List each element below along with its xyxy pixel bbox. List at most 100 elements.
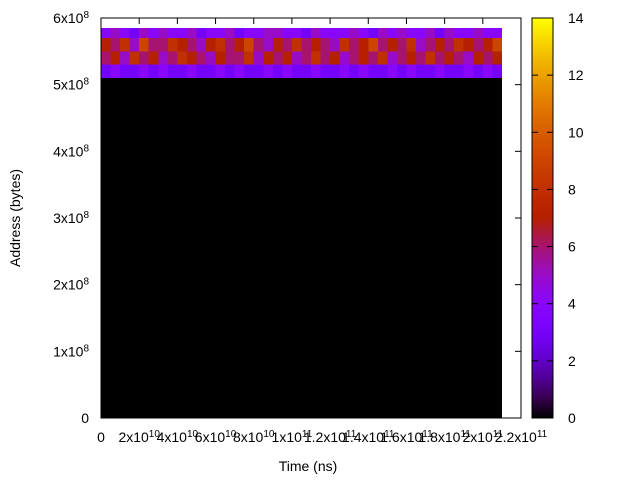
heatmap-cell	[349, 51, 360, 65]
tick-label: 2.2x1011	[495, 429, 548, 445]
heatmap-cell	[139, 78, 150, 418]
heatmap-cell	[282, 51, 293, 65]
tick-label-base: 2.2x10	[495, 429, 537, 445]
heatmap-cell	[148, 28, 159, 38]
heatmap-cell	[148, 51, 159, 65]
heatmap-cell	[120, 78, 130, 418]
heatmap-cell	[330, 51, 340, 65]
tick-label-base: 4x10	[157, 429, 188, 445]
heatmap-cell	[186, 51, 197, 65]
heatmap-cell	[139, 51, 150, 65]
heatmap-cell	[435, 78, 445, 418]
heatmap-cell	[215, 28, 226, 38]
tick-label: 14	[568, 10, 584, 26]
tick-label-exponent: 11	[422, 429, 433, 440]
heatmap-cell	[416, 64, 426, 78]
tick-label-base: 2x10	[462, 429, 493, 445]
heatmap-cell	[263, 78, 274, 418]
heatmap-cell	[368, 38, 379, 52]
heatmap-cell	[234, 64, 245, 78]
heatmap-cell	[311, 78, 321, 418]
heatmap-cell	[120, 64, 130, 78]
tick-label-base: 1x10	[272, 429, 303, 445]
heatmap-cell	[234, 28, 245, 38]
tick-label-exponent: 10	[225, 429, 237, 440]
heatmap-cell	[244, 38, 255, 52]
heatmap-cell	[406, 28, 417, 38]
heatmap-cell	[358, 28, 369, 38]
heatmap-cell	[377, 38, 388, 52]
heatmap-cell	[387, 28, 398, 38]
heatmap-cell	[206, 28, 216, 38]
heatmap-cell	[492, 38, 503, 52]
tick-label-exponent: 11	[493, 429, 504, 440]
heatmap-cell	[291, 28, 302, 38]
heatmap-cell	[234, 51, 245, 65]
heatmap-cell	[301, 28, 312, 38]
heatmap-cell	[416, 38, 426, 52]
heatmap-cell	[339, 78, 350, 418]
colorbar	[532, 18, 553, 418]
heatmap-cell	[120, 51, 130, 65]
tick-label: 2x1010	[118, 429, 160, 445]
tick-label-exponent: 8	[83, 77, 89, 88]
heatmap-cell	[291, 38, 302, 52]
heatmap-cell	[377, 28, 388, 38]
heatmap-cell	[301, 51, 312, 65]
heatmap-cell	[101, 38, 111, 52]
heatmap-cell	[158, 51, 169, 65]
tick-label-base: 8x10	[233, 429, 264, 445]
heatmap-cell	[101, 28, 111, 38]
heatmap-cell	[263, 28, 274, 38]
heatmap-cell	[215, 38, 226, 52]
tick-label: 6x1010	[195, 429, 237, 445]
heatmap-cell	[291, 64, 302, 78]
heatmap-cell	[263, 38, 274, 52]
tick-label: 0	[81, 410, 89, 426]
heatmap-cell	[406, 51, 417, 65]
tick-label-exponent: 11	[384, 429, 395, 440]
tick-label: 0	[97, 429, 105, 445]
tick-label: 5x108	[53, 77, 89, 93]
heatmap-cell	[444, 38, 455, 52]
heatmap-cell	[110, 64, 121, 78]
heatmap-cell	[139, 38, 150, 52]
heatmap-cell	[463, 28, 474, 38]
tick-label: 12	[568, 67, 584, 83]
heatmap-cell	[206, 51, 216, 65]
heatmap-cell	[177, 51, 188, 65]
heatmap-cell	[110, 78, 121, 418]
heatmap-cell	[482, 64, 493, 78]
heatmap-cell	[368, 78, 379, 418]
heatmap-cell	[425, 28, 436, 38]
heatmap-cell	[158, 64, 169, 78]
heatmap-cell	[215, 78, 226, 418]
heatmap-cell	[330, 64, 340, 78]
heatmap-cell	[225, 28, 235, 38]
heatmap-cell	[387, 78, 398, 418]
heatmap-cell	[282, 78, 293, 418]
heatmap-cell	[368, 51, 379, 65]
tick-label-base: 1.4x10	[342, 429, 384, 445]
heatmap-cell	[387, 38, 398, 52]
tick-label: 1x108	[53, 343, 89, 359]
heatmap-cell	[482, 78, 493, 418]
heatmap-cell	[444, 64, 455, 78]
heatmap-cell	[473, 51, 484, 65]
heatmap-cell	[158, 28, 169, 38]
heatmap-cell	[454, 38, 465, 52]
heatmap-cell	[263, 64, 274, 78]
heatmap-cell	[253, 38, 264, 52]
heatmap-cell	[416, 51, 426, 65]
tick-label: 3x108	[53, 210, 89, 226]
heatmap-cell	[330, 28, 340, 38]
heatmap-cell	[177, 38, 188, 52]
heatmap-cell	[463, 38, 474, 52]
heatmap-cell	[435, 64, 445, 78]
heatmap-cell	[196, 51, 207, 65]
heatmap-cell	[473, 78, 484, 418]
tick-label-base: 4x10	[53, 143, 84, 159]
tick-label-base: 1.2x10	[304, 429, 346, 445]
heatmap-cell	[101, 78, 111, 418]
heatmap-cell	[196, 78, 207, 418]
